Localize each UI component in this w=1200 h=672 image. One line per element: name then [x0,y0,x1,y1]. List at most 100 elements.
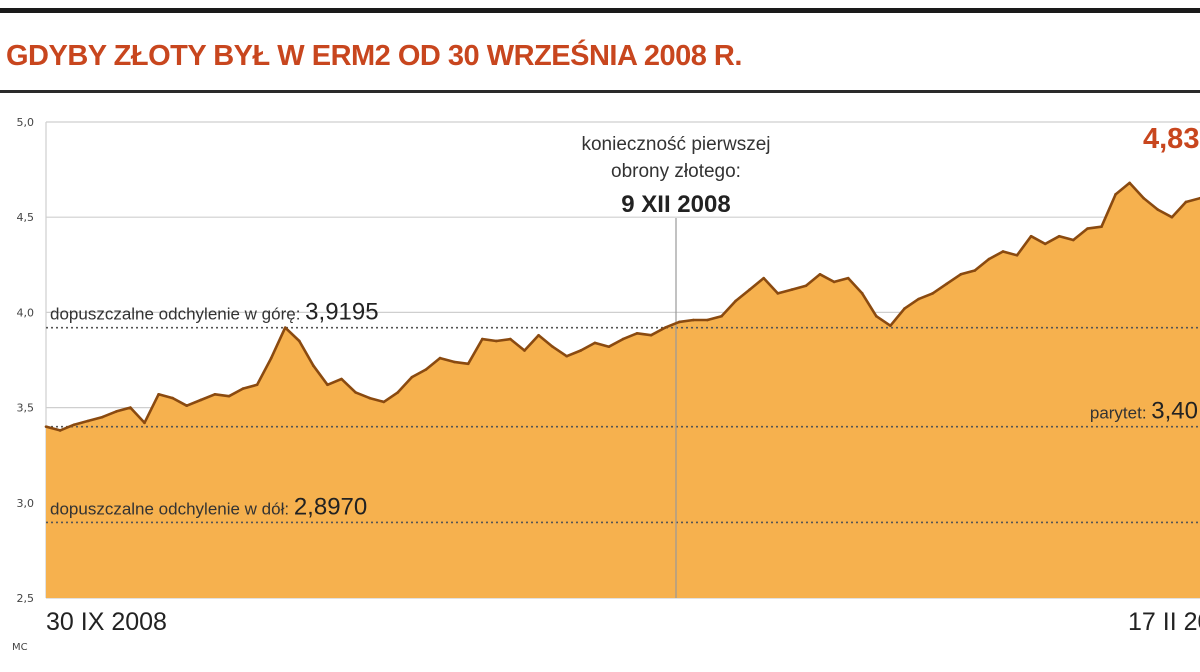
event-date: 9 XII 2008 [621,191,730,218]
data-point [1001,250,1005,253]
data-point [100,415,104,419]
data-point [1142,196,1146,200]
data-point [44,425,48,428]
chart-title: GDYBY ZŁOTY BYŁ W ERM2 OD 30 WRZEŚNIA 20… [6,40,742,72]
data-point [382,400,386,404]
y-tick-label: 3,5 [17,402,35,415]
data-point [185,404,189,407]
data-point [115,410,118,413]
data-points [44,181,1200,432]
data-point [143,421,146,425]
data-point [312,364,315,368]
data-point [326,383,329,387]
data-point [523,349,526,352]
data-point [1015,253,1019,257]
data-point [1086,227,1089,230]
data-point [410,375,414,379]
data-point [537,333,540,337]
data-point [424,368,428,371]
reference-labels: dopuszczalne odchylenie w górę: 3,9195 do… [50,299,1198,521]
reference-lines [46,326,1200,524]
data-point [1114,193,1117,196]
y-tick-label: 4,0 [17,306,35,319]
data-point [298,339,301,343]
data-point [776,292,780,295]
data-point [227,394,231,398]
y-tick-label: 3,0 [17,497,35,510]
data-point [1043,242,1047,246]
data-point [396,391,400,394]
data-point [903,307,906,310]
data-point [1100,225,1103,229]
data-point [945,282,948,286]
reference-label: dopuszczalne odchylenie w górę: 3,9195 [50,299,379,326]
data-point [466,362,470,366]
data-point [846,276,850,280]
data-point [241,387,245,390]
data-point [509,337,512,341]
data-point [72,423,76,427]
data-point [875,314,878,318]
data-point [677,320,681,324]
data-point [1029,234,1033,238]
data-point [213,392,217,396]
data-point [635,332,639,335]
reference-label: parytet: 3,40 [1090,398,1198,425]
data-point [157,392,160,396]
data-point [720,314,723,318]
data-point [973,269,977,272]
data-point [692,318,695,322]
data-point [551,345,554,348]
y-tick-label: 5,0 [17,116,35,129]
peak-label: 4,83 [1143,123,1199,155]
unit-label: MC [12,642,28,653]
data-point [565,354,569,358]
data-point [621,337,625,341]
event-line1: konieczność pierwszej [581,134,770,155]
data-point [804,284,808,288]
data-point [354,391,357,394]
data-point [1156,208,1160,211]
data-point [607,345,611,348]
data-point [495,339,498,343]
data-point [649,333,653,337]
data-point [199,398,203,402]
data-point [283,326,287,329]
data-point [931,292,934,295]
event-line2: obrony złotego: [611,161,741,182]
data-point [1184,200,1188,204]
reference-label: dopuszczalne odchylenie w dół: 2,8970 [50,493,367,520]
y-tick-label: 2,5 [17,592,35,605]
data-point [987,257,991,261]
data-point [734,299,737,303]
data-point [1170,215,1174,219]
data-point [452,360,456,364]
data-point [762,276,766,280]
x-end-label: 17 II 2009 [1128,608,1200,636]
area-fill [46,182,1200,598]
data-point [706,318,709,322]
data-point [917,297,920,301]
data-point [438,356,442,360]
title-rule [0,90,1200,93]
data-point [832,280,836,284]
data-point [255,383,259,387]
data-point [790,288,794,291]
data-point [340,377,343,381]
top-rule [0,8,1200,13]
x-start-label: 30 IX 2008 [46,608,167,636]
data-point [1072,238,1075,242]
y-tick-label: 4,5 [17,211,35,224]
data-point [480,337,484,341]
data-point [818,273,822,276]
data-point [889,324,892,328]
data-point [269,356,273,360]
data-point [579,349,583,352]
data-point [748,288,751,291]
data-point [959,273,963,276]
data-point [129,406,132,409]
y-tick-labels: 2,5 3,0 3,5 4,0 4,5 5,0 [17,116,35,605]
data-point [86,419,90,423]
data-point [368,396,371,400]
